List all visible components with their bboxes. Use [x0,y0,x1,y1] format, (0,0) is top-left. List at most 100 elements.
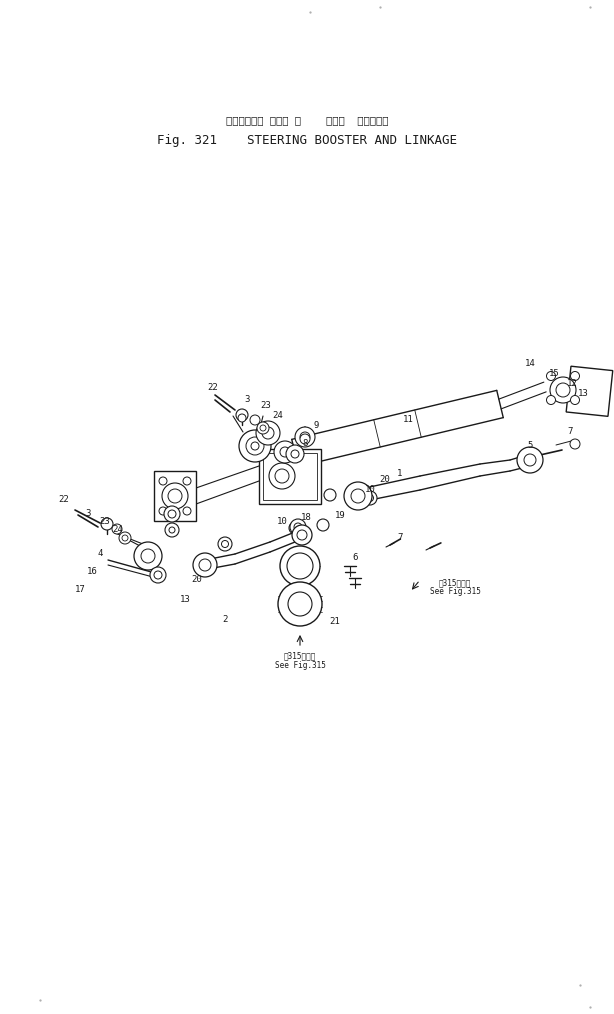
Circle shape [183,477,191,485]
Circle shape [238,414,246,422]
Circle shape [324,489,336,501]
Circle shape [257,422,269,434]
Text: 22: 22 [58,496,69,505]
Text: 17: 17 [75,585,85,594]
Text: 13: 13 [578,388,588,397]
Circle shape [250,415,260,425]
Bar [566,366,613,417]
Circle shape [294,523,302,531]
Text: 4: 4 [97,550,103,559]
Circle shape [289,522,301,534]
Text: Fig. 321    STEERING BOOSTER AND LINKAGE: Fig. 321 STEERING BOOSTER AND LINKAGE [157,134,457,146]
Circle shape [550,377,576,403]
Text: 7: 7 [567,428,573,436]
Bar [259,448,321,504]
Circle shape [112,524,122,534]
Circle shape [297,530,307,540]
Circle shape [150,567,166,583]
Circle shape [119,532,131,544]
Circle shape [300,432,310,442]
Circle shape [222,540,228,548]
Circle shape [546,371,556,380]
Circle shape [183,507,191,515]
Text: 19: 19 [335,511,345,520]
Text: 24: 24 [112,525,123,534]
Text: See Fig.315: See Fig.315 [430,587,480,596]
Circle shape [280,447,290,457]
Circle shape [295,427,315,447]
Circle shape [134,542,162,570]
Text: 12: 12 [567,378,577,387]
Text: 第315図参照: 第315図参照 [284,652,316,660]
Circle shape [524,454,536,466]
Circle shape [246,437,264,455]
Circle shape [570,371,580,380]
Circle shape [517,447,543,473]
Circle shape [199,559,211,571]
Circle shape [291,450,299,458]
Circle shape [363,491,377,505]
Text: ステアリング ブース タ    および  リンケージ: ステアリング ブース タ および リンケージ [226,115,388,125]
Circle shape [367,495,373,502]
Circle shape [269,463,295,489]
Text: 1: 1 [397,469,403,479]
Circle shape [280,546,320,586]
Circle shape [300,434,310,444]
Bar [154,470,196,521]
Circle shape [351,489,365,503]
Circle shape [251,442,259,450]
Circle shape [288,592,312,615]
Text: 18: 18 [301,512,311,521]
Circle shape [193,553,217,577]
Circle shape [287,553,313,579]
Circle shape [162,483,188,509]
Text: 9: 9 [313,421,319,430]
Circle shape [168,510,176,518]
Text: 22: 22 [208,383,219,392]
Circle shape [256,421,280,445]
Text: 10: 10 [277,517,287,526]
Text: 23: 23 [99,517,111,526]
Text: 3: 3 [244,395,250,405]
Circle shape [159,507,167,515]
Text: 21: 21 [330,618,340,627]
Circle shape [274,441,296,463]
Circle shape [262,427,274,439]
Circle shape [317,519,329,531]
Circle shape [275,469,289,483]
Text: 11: 11 [403,416,413,425]
Text: 13: 13 [180,595,190,604]
Circle shape [122,535,128,541]
Circle shape [154,571,162,579]
Circle shape [218,537,232,551]
Circle shape [546,395,556,405]
Text: 10: 10 [365,486,375,495]
Text: 3: 3 [85,509,91,518]
Circle shape [101,518,113,530]
Circle shape [570,439,580,449]
Circle shape [286,445,304,463]
Bar [263,452,317,500]
Circle shape [239,430,271,462]
Circle shape [260,425,266,431]
Text: 5: 5 [527,440,533,449]
Circle shape [570,395,580,405]
Text: 16: 16 [87,568,98,577]
Circle shape [344,482,372,510]
Text: 6: 6 [352,553,358,562]
Text: 14: 14 [524,360,535,368]
Circle shape [165,523,179,537]
Circle shape [169,527,175,533]
Text: 15: 15 [549,368,559,377]
Circle shape [278,582,322,626]
Text: 23: 23 [260,402,271,411]
Text: 8: 8 [302,439,308,448]
Text: 2: 2 [222,615,228,625]
Circle shape [290,519,306,535]
Circle shape [292,525,312,545]
Text: 第315図参照: 第315図参照 [439,579,471,587]
Text: 24: 24 [273,411,284,420]
Text: 20: 20 [379,476,391,485]
Text: See Fig.315: See Fig.315 [274,660,325,669]
Circle shape [141,549,155,563]
